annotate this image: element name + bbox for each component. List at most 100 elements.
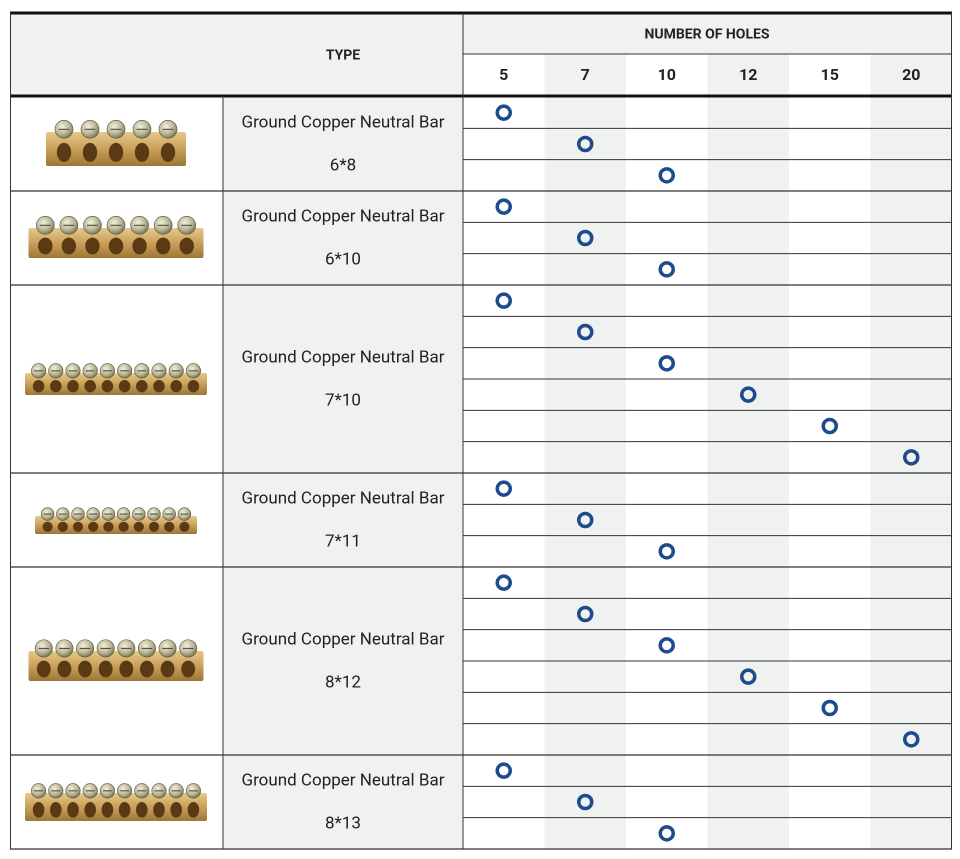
bar-hole <box>179 237 194 255</box>
bar-hole <box>181 660 196 678</box>
bar-hole <box>136 801 148 818</box>
hole-marker <box>903 449 920 466</box>
bar-hole <box>119 660 134 678</box>
column-header: 20 <box>902 65 920 84</box>
bar-hole <box>32 380 45 393</box>
product-image <box>28 216 204 258</box>
bar-hole <box>57 660 72 678</box>
bar-hole <box>118 380 131 393</box>
bar-hole <box>103 521 114 532</box>
bar-hole <box>50 801 62 818</box>
bar-hole <box>170 380 182 393</box>
bar-hole <box>155 237 171 255</box>
bar-hole <box>88 521 99 532</box>
hole-marker <box>495 104 512 121</box>
hole-marker <box>495 574 512 591</box>
bar-hole <box>98 660 113 678</box>
bar-hole <box>118 521 129 532</box>
product-size: 7*10 <box>325 390 361 410</box>
bar-hole <box>140 660 154 678</box>
hole-marker <box>577 605 594 623</box>
column-header: 10 <box>658 65 676 84</box>
hole-marker <box>495 198 512 215</box>
hole-marker <box>658 167 675 184</box>
header-bg <box>10 14 463 96</box>
bar-hole <box>101 380 114 393</box>
hole-marker <box>577 135 594 153</box>
product-image <box>46 120 186 166</box>
product-name: Ground Copper Neutral Bar <box>242 112 445 132</box>
bar-hole <box>72 521 84 532</box>
bar-hole <box>101 801 114 818</box>
hole-marker <box>577 229 594 247</box>
hole-marker <box>495 762 512 779</box>
product-name: Ground Copper Neutral Bar <box>242 206 445 226</box>
bar-hole <box>134 142 150 162</box>
bar-hole <box>56 142 72 162</box>
bar-hole <box>160 660 175 678</box>
product-size: 8*12 <box>325 672 361 692</box>
product-size: 6*10 <box>325 249 361 269</box>
bar-hole <box>187 801 200 818</box>
bar-hole <box>133 521 144 532</box>
product-name: Ground Copper Neutral Bar <box>242 488 445 508</box>
hole-marker <box>658 543 675 560</box>
hole-marker <box>658 637 675 654</box>
hole-marker <box>658 261 675 278</box>
bar-hole <box>148 521 160 532</box>
column-shade <box>544 54 626 96</box>
product-image <box>28 639 204 681</box>
bar-hole <box>78 660 92 678</box>
product-image <box>35 507 197 534</box>
column-header: 12 <box>739 65 757 84</box>
bar-hole <box>61 237 77 255</box>
bar-hole <box>84 380 96 393</box>
hole-marker <box>577 793 594 811</box>
hole-marker <box>821 699 838 717</box>
bar-hole <box>32 801 45 818</box>
column-shade <box>707 54 789 96</box>
product-name: Ground Copper Neutral Bar <box>242 347 445 367</box>
hole-marker <box>658 825 675 842</box>
bar-hole <box>57 521 68 532</box>
bar-hole <box>187 380 200 393</box>
bar-hole <box>179 521 190 532</box>
bar-hole <box>67 801 79 818</box>
bar-hole <box>36 660 51 678</box>
bar-hole <box>84 801 96 818</box>
hole-marker <box>577 511 594 529</box>
product-image <box>25 363 207 395</box>
hole-marker <box>821 417 838 435</box>
hole-marker <box>495 292 512 309</box>
bar-hole <box>118 801 131 818</box>
hole-marker <box>658 355 675 372</box>
product-size: 7*11 <box>325 531 361 551</box>
bar-hole <box>160 142 176 162</box>
bar-hole <box>153 801 165 818</box>
product-image <box>25 783 207 821</box>
hole-marker <box>740 668 757 685</box>
bar-hole <box>50 380 62 393</box>
type-header: TYPE <box>326 48 360 64</box>
bar-hole <box>42 521 53 532</box>
column-header: 7 <box>581 65 590 84</box>
hole-marker <box>740 386 757 403</box>
hole-marker <box>495 480 512 497</box>
bar-hole <box>108 237 124 255</box>
bar-hole <box>153 380 165 393</box>
bar-hole <box>136 380 148 393</box>
bar-hole <box>38 237 53 255</box>
column-shade <box>870 54 952 96</box>
product-name: Ground Copper Neutral Bar <box>242 770 445 790</box>
bar-hole <box>67 380 79 393</box>
bar-hole <box>85 237 100 255</box>
holes-header: NUMBER OF HOLES <box>644 27 769 43</box>
product-size: 6*8 <box>330 155 356 175</box>
bar-hole <box>82 142 98 162</box>
header-bg <box>463 14 952 54</box>
product-size: 8*13 <box>325 813 361 833</box>
bar-hole <box>170 801 182 818</box>
hole-marker <box>903 731 920 748</box>
column-header: 15 <box>821 65 839 84</box>
